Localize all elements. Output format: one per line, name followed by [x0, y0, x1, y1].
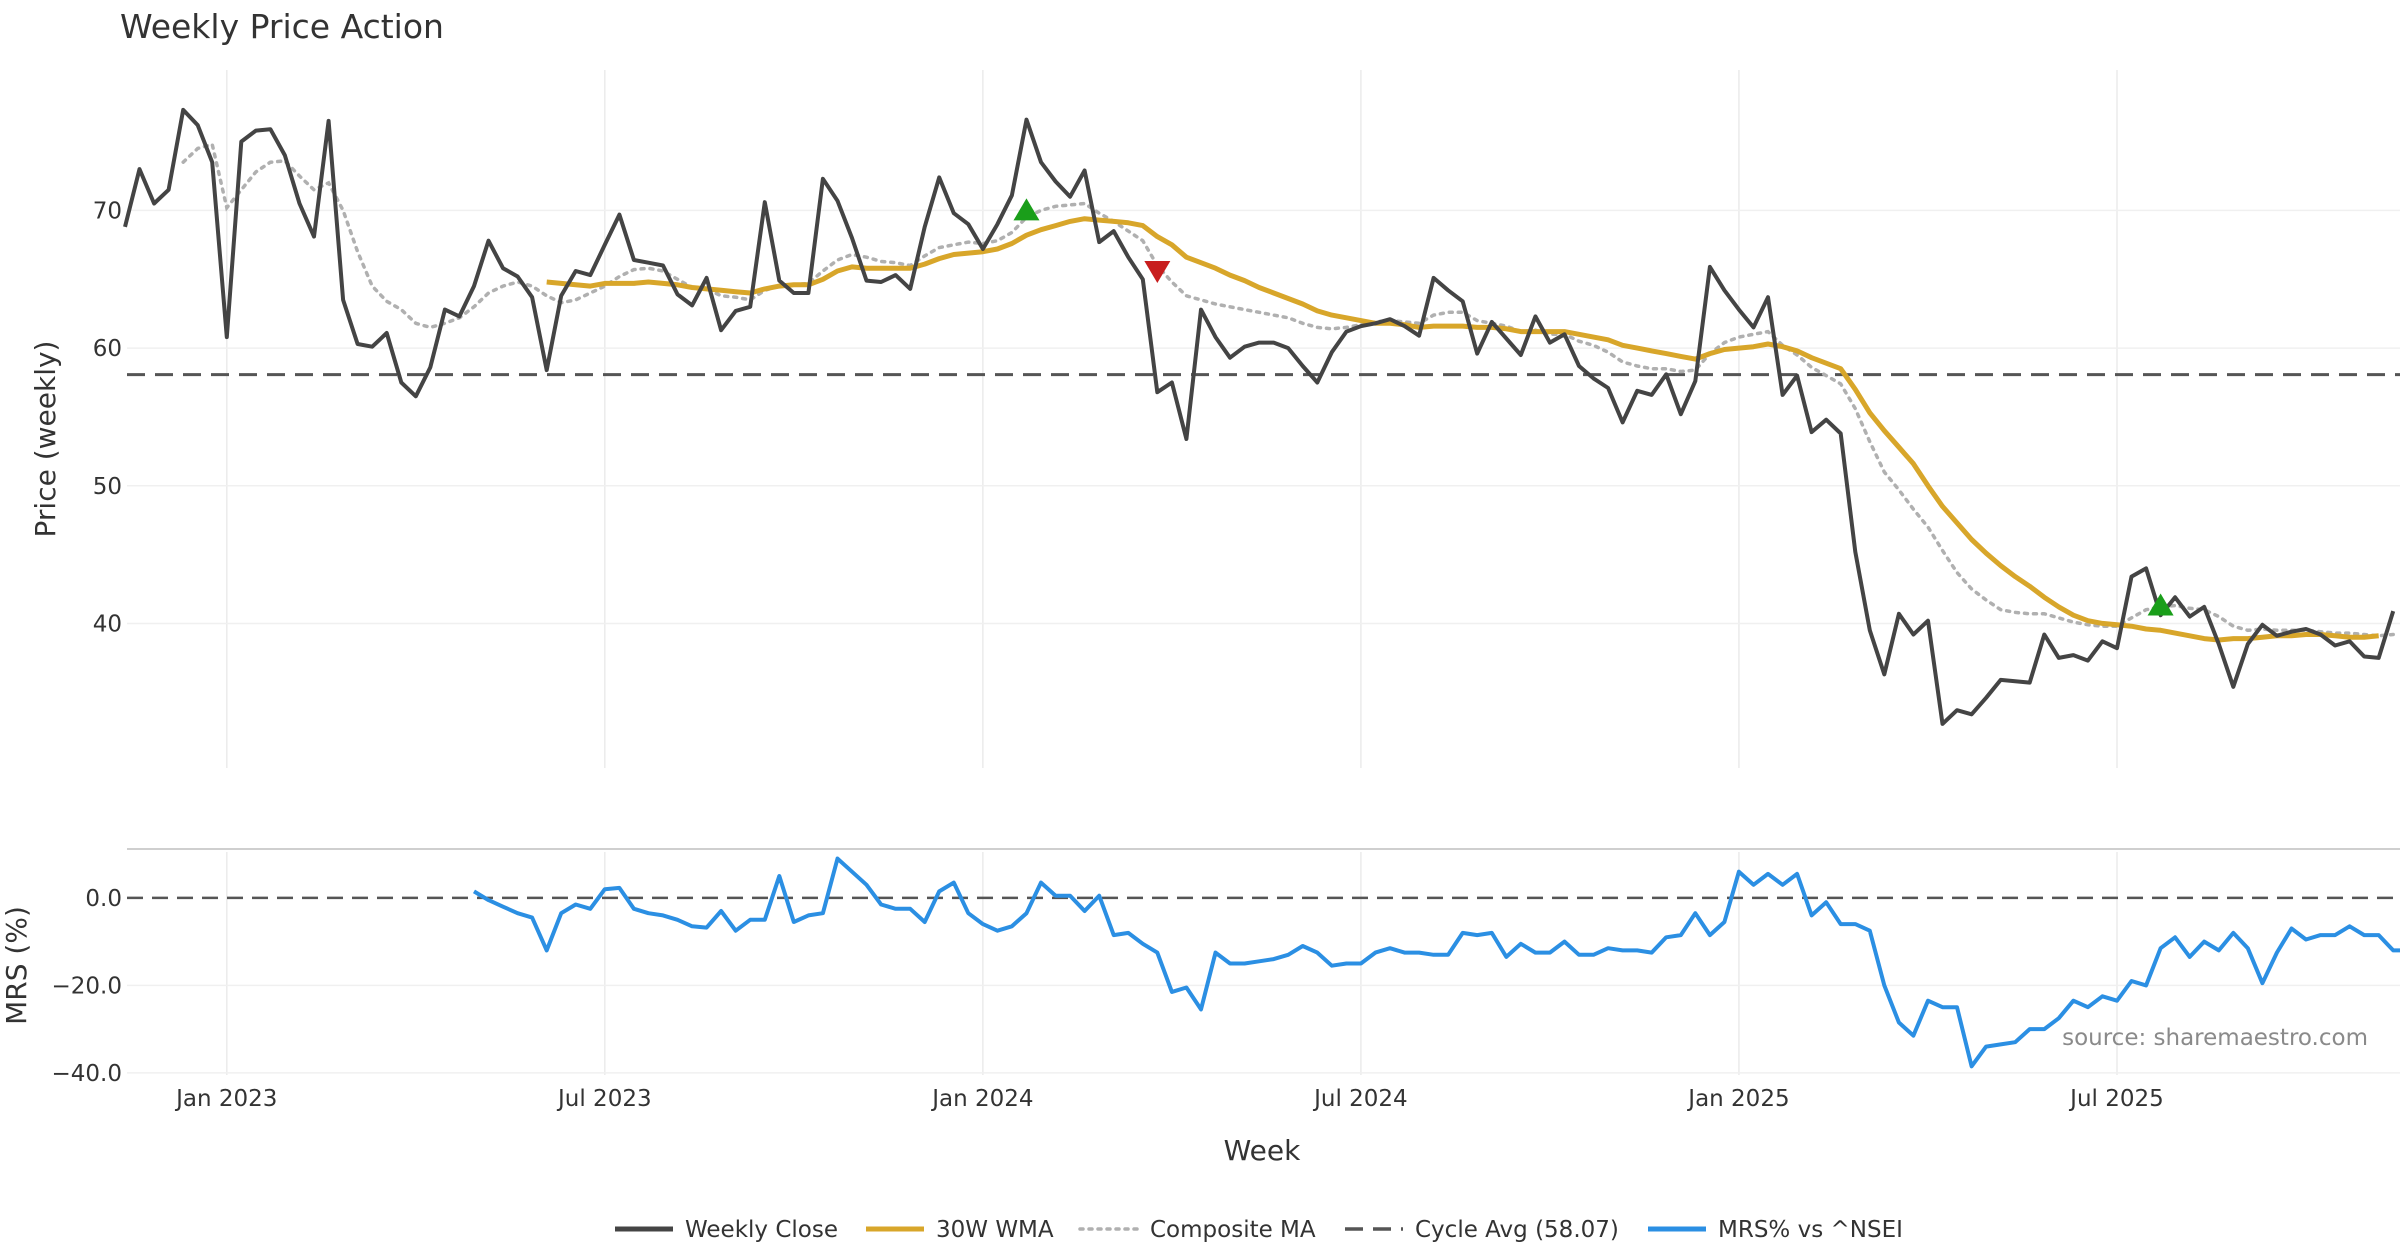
mrs-panel: 0.0 −20.0 −40.0 source: sharemaestro.com M… [0, 848, 2400, 1087]
sell-signal-marker [1144, 261, 1171, 284]
legend-label: MRS% vs ^NSEI [1718, 1217, 1903, 1243]
price-y-tick-label: 60 [93, 336, 122, 362]
x-tick-label: Jan 2024 [930, 1086, 1033, 1112]
price-panel: 40 50 60 70 Price (weekly) [29, 70, 2400, 768]
mrs-y-ticks: 0.0 −20.0 −40.0 [52, 886, 122, 1087]
buy-signal-marker [2147, 593, 2174, 616]
x-tick-label: Jan 2025 [1686, 1086, 1789, 1112]
price-y-tick-label: 40 [93, 611, 122, 637]
chart-title: Weekly Price Action [120, 7, 444, 46]
price-y-tick-label: 50 [93, 474, 122, 500]
x-tick-label: Jul 2024 [1312, 1086, 1408, 1112]
legend-label: Composite MA [1150, 1217, 1316, 1243]
legend-label: 30W WMA [936, 1217, 1054, 1243]
price-y-axis-label: Price (weekly) [29, 341, 62, 538]
mrs-gridlines [127, 852, 2400, 1075]
source-label: source: sharemaestro.com [2062, 1025, 2368, 1051]
legend-label: Cycle Avg (58.07) [1415, 1217, 1619, 1243]
x-tick-label: Jan 2023 [174, 1086, 277, 1112]
x-tick-label: Jul 2025 [2068, 1086, 2164, 1112]
weekly-close-series [123, 107, 2396, 726]
price-y-tick-label: 70 [93, 198, 122, 224]
mrs-y-tick-label: −20.0 [52, 973, 122, 999]
legend: Weekly Close 30W WMA Composite MA Cycle Avg… [615, 1217, 1903, 1243]
mrs-y-axis-label: MRS (%) [0, 906, 33, 1025]
x-axis-label: Week [1224, 1134, 1301, 1167]
x-tick-label: Jul 2023 [556, 1086, 652, 1112]
mrs-series [472, 856, 2400, 1069]
legend-label: Weekly Close [685, 1217, 838, 1243]
composite-ma-series [181, 142, 2395, 638]
x-axis-ticks: Jan 2023 Jul 2023 Jan 2024 Jul 2024 Jan 2025… [174, 1086, 2164, 1112]
price-gridlines [127, 70, 2400, 768]
price-y-ticks: 40 50 60 70 [93, 198, 122, 637]
mrs-y-tick-label: 0.0 [85, 886, 122, 912]
wma-30w-series [546, 216, 2379, 643]
buy-signal-marker [1013, 198, 1040, 221]
mrs-y-tick-label: −40.0 [52, 1061, 122, 1087]
signal-markers [1013, 198, 2174, 616]
